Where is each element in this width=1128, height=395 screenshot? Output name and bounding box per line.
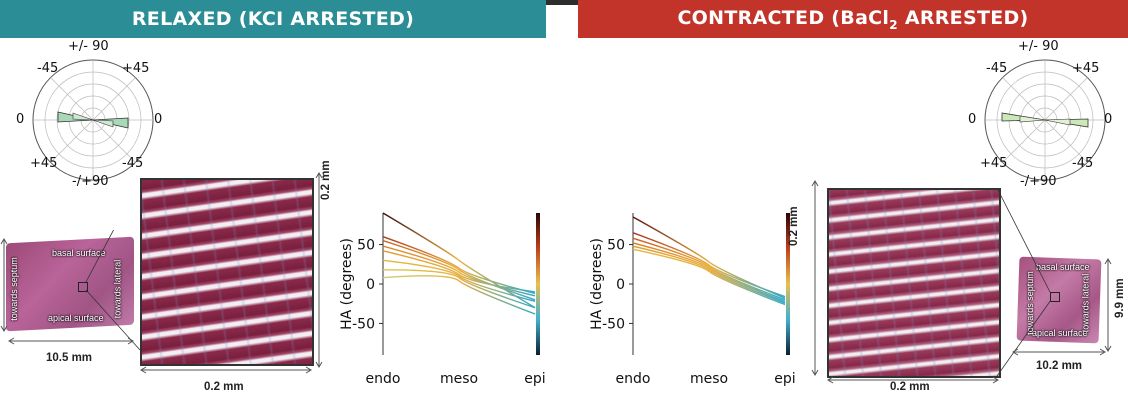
ha-series-line [632, 216, 786, 299]
micrograph-relaxed [140, 178, 314, 366]
height-arrow-contracted [1104, 258, 1112, 352]
polar-label-upper-right: +45 [122, 61, 150, 76]
tissue-label-basal: basal surface [52, 248, 106, 258]
polar-plot-relaxed [32, 59, 154, 181]
polar-label-left: 0 [16, 112, 25, 127]
y-tick-label: -50 [602, 316, 625, 332]
x-tick-label: endo [366, 371, 401, 387]
polar-label-bottom: -/+90 [1020, 174, 1057, 189]
y-tick-label: 0 [366, 277, 375, 293]
roi-marker [78, 282, 88, 292]
ha-series-line [632, 232, 786, 298]
ha-series-line [382, 236, 536, 295]
ha-series-line [632, 248, 786, 306]
ha-series-line [632, 237, 786, 301]
micro-height-arrow-relaxed [315, 172, 323, 368]
polar-label-lower-left: +45 [980, 156, 1008, 171]
polar-label-bottom: -/+90 [72, 174, 109, 189]
micro-width-arrow-contracted [827, 376, 999, 384]
relaxed-banner: RELAXED (KCI ARRESTED) [0, 0, 546, 38]
y-tick-label: 50 [607, 238, 625, 254]
polar-label-left: 0 [968, 112, 977, 127]
tissue-label-lateral: towards lateral [1080, 273, 1091, 333]
roi-marker [1050, 292, 1060, 302]
polar-label-upper-right: +45 [1072, 61, 1100, 76]
rose-petal [72, 112, 94, 121]
polar-label-top: +/- 90 [68, 39, 109, 54]
rose-petal [1019, 115, 1046, 123]
contracted-width-label: 10.2 mm [1036, 360, 1083, 372]
micro-width-label-relaxed: 0.2 mm [204, 381, 244, 393]
x-tick-label: endo [616, 371, 651, 387]
polar-label-top: +/- 90 [1018, 39, 1059, 54]
polar-plot-contracted [984, 59, 1106, 181]
contracted-height-label: 9.9 mm [1114, 278, 1126, 318]
height-arrow-relaxed [0, 238, 8, 332]
polar-label-lower-right: -45 [122, 156, 144, 171]
polar-label-right: 0 [1104, 112, 1113, 127]
y-tick-label: 0 [616, 277, 625, 293]
x-tick-label: meso [440, 371, 478, 387]
ha-series-line [382, 275, 536, 315]
polar-label-upper-left: -45 [37, 61, 59, 76]
x-tick-label: epi [524, 371, 545, 387]
polar-label-right: 0 [154, 112, 163, 127]
y-axis-label: HA (degrees) [339, 238, 355, 330]
polar-label-lower-left: +45 [30, 156, 58, 171]
top-strip [0, 0, 1128, 5]
rose-petal [1044, 118, 1071, 126]
micro-width-arrow-relaxed [140, 366, 312, 374]
relaxed-width-label: 10.5 mm [46, 352, 93, 364]
ha-series-line [632, 245, 786, 304]
micro-height-arrow-contracted [811, 180, 819, 376]
y-axis-label: HA (degrees) [589, 238, 605, 330]
ha-series-line [382, 245, 536, 297]
polar-label-lower-right: -45 [1072, 156, 1094, 171]
y-tick-label: -50 [352, 316, 375, 332]
ha-series-line [382, 250, 536, 293]
width-arrow-contracted [1012, 348, 1106, 356]
tissue-label-apical: apical surface [1032, 328, 1088, 338]
y-tick-label: 50 [357, 238, 375, 254]
tissue-label-basal: basal surface [1036, 262, 1090, 272]
colorbar [786, 213, 790, 355]
zoom-lines-contracted [996, 187, 1052, 377]
ha-series-line [632, 242, 786, 303]
tissue-label-apical: apical surface [48, 313, 104, 323]
width-arrow-relaxed [8, 337, 134, 345]
ha-series-line [382, 212, 536, 309]
micro-height-label-contracted: 0.2 mm [788, 206, 800, 246]
ha-series-line [382, 269, 536, 309]
x-tick-label: meso [690, 371, 728, 387]
micrograph-contracted [827, 188, 1001, 378]
rose-petal [92, 119, 114, 128]
colorbar [536, 213, 540, 355]
contracted-title: CONTRACTED (BaCl2 ARRESTED) [677, 6, 1029, 32]
ha-series-line [382, 239, 536, 301]
micro-width-label-contracted: 0.2 mm [890, 381, 930, 393]
micro-height-label-relaxed: 0.2 mm [320, 160, 332, 200]
contracted-banner: CONTRACTED (BaCl2 ARRESTED) [578, 0, 1128, 38]
polar-label-upper-left: -45 [986, 61, 1008, 76]
ha-series-line [382, 259, 536, 303]
relaxed-title: RELAXED (KCI ARRESTED) [131, 8, 415, 30]
x-tick-label: epi [774, 371, 795, 387]
